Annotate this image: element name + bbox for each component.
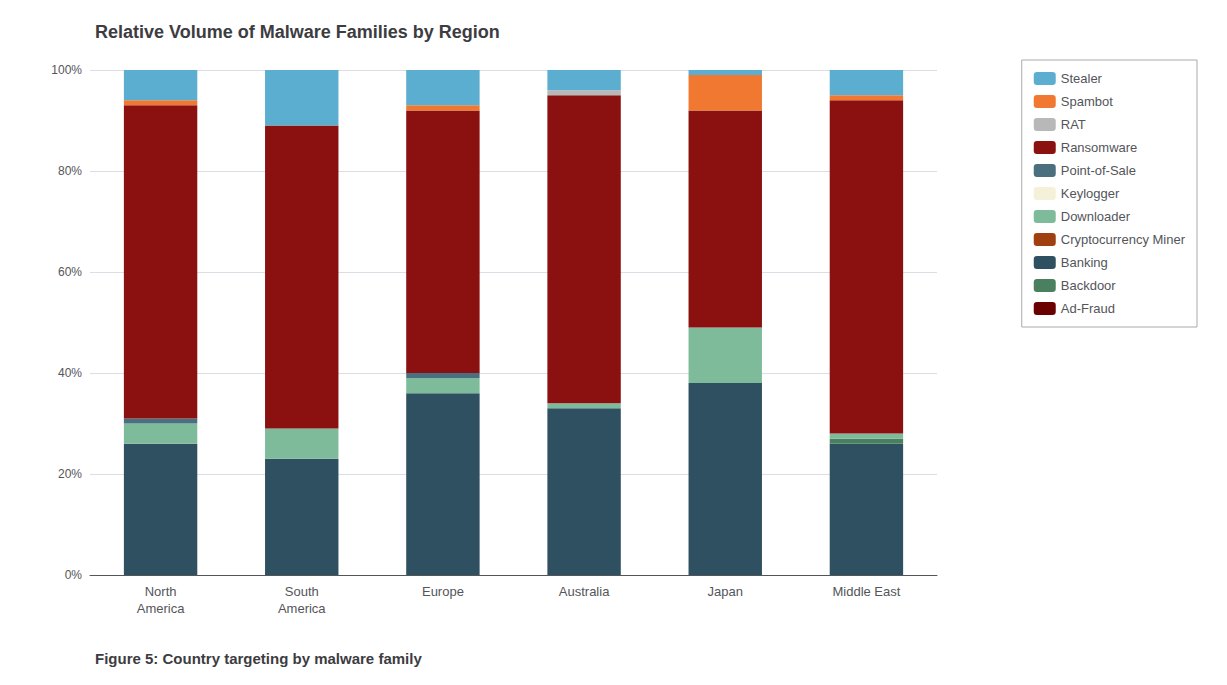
svg-text:Banking: Banking: [1061, 255, 1108, 270]
svg-text:Point-of-Sale: Point-of-Sale: [1061, 163, 1136, 178]
svg-text:Figure 5: Country targeting by: Figure 5: Country targeting by malware f…: [95, 650, 422, 667]
svg-text:Australia: Australia: [559, 584, 610, 599]
svg-text:Cryptocurrency Miner: Cryptocurrency Miner: [1061, 232, 1186, 247]
svg-text:Keylogger: Keylogger: [1061, 186, 1120, 201]
svg-text:Stealer: Stealer: [1061, 71, 1103, 86]
svg-text:Middle East: Middle East: [832, 584, 900, 599]
svg-text:RAT: RAT: [1061, 117, 1086, 132]
svg-text:Relative Volume of Malware Fam: Relative Volume of Malware Families by R…: [95, 22, 500, 42]
svg-text:America: America: [137, 601, 185, 616]
svg-text:Ad-Fraud: Ad-Fraud: [1061, 301, 1115, 316]
svg-text:20%: 20%: [58, 467, 82, 481]
svg-text:Downloader: Downloader: [1061, 209, 1131, 224]
svg-text:60%: 60%: [58, 265, 82, 279]
svg-text:100%: 100%: [51, 63, 82, 77]
svg-text:80%: 80%: [58, 164, 82, 178]
svg-text:Ransomware: Ransomware: [1061, 140, 1138, 155]
svg-text:Japan: Japan: [708, 584, 743, 599]
svg-text:Backdoor: Backdoor: [1061, 278, 1117, 293]
svg-text:0%: 0%: [65, 568, 83, 582]
svg-text:Europe: Europe: [422, 584, 464, 599]
svg-text:South: South: [285, 584, 319, 599]
svg-text:40%: 40%: [58, 366, 82, 380]
svg-text:Spambot: Spambot: [1061, 94, 1113, 109]
svg-text:America: America: [278, 601, 326, 616]
svg-text:North: North: [145, 584, 177, 599]
